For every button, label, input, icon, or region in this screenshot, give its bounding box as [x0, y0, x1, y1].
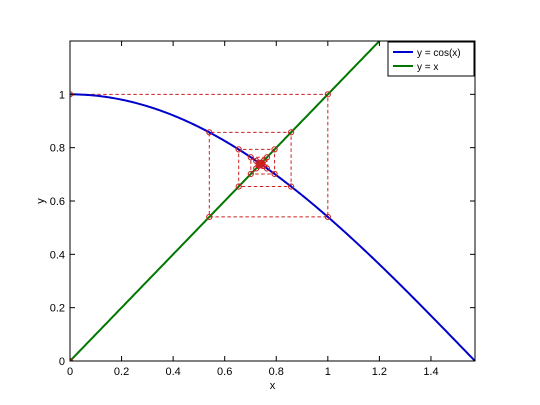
plot-clip-group: [70, 41, 475, 361]
y-tick-label: 0.4: [50, 249, 65, 261]
cobweb-point: [206, 129, 213, 136]
y-tick-label: 1: [59, 89, 65, 101]
cobweb-point: [288, 129, 295, 136]
cobweb-point: [263, 154, 271, 161]
legend: y = cos(x) y = x: [387, 41, 475, 77]
y-tick-label: 0.6: [50, 196, 65, 208]
cobweb-point: [257, 160, 264, 168]
y-tick-label: 0.2: [50, 303, 65, 315]
x-axis-label: x: [270, 380, 276, 392]
cobweb-point: [247, 154, 254, 161]
x-tick-label: 1: [325, 366, 331, 378]
cobweb-point: [288, 183, 295, 190]
cobweb-point: [271, 146, 278, 153]
x-tick-label: 0.8: [269, 366, 284, 378]
y-tick-label: 0.8: [50, 143, 65, 155]
y-tick-label: 0: [59, 356, 65, 368]
cobweb-point: [247, 170, 254, 178]
cobweb-point: [235, 146, 242, 153]
legend-entry-identity: y = x: [417, 62, 438, 73]
cobweb-point: [235, 183, 242, 190]
y-axis-label: y: [35, 198, 47, 204]
cobweb-point: [324, 91, 331, 98]
legend-box: [387, 41, 475, 77]
x-tick-label: 0.6: [217, 366, 232, 378]
cobweb-point: [324, 213, 331, 221]
axes: 0 0.2 0.4 0.6 0.8 1 1.2 1.4 0 0.2 0.4 0.6 0.8 1: [50, 40, 476, 378]
plot-area: [70, 41, 475, 361]
cobweb-point: [206, 213, 213, 221]
cobweb-point: [271, 170, 278, 178]
x-tick-label: 1.2: [372, 366, 387, 378]
legend-entry-cos: y = cos(x): [417, 48, 461, 59]
x-tick-label: 0: [67, 366, 73, 378]
x-tick-label: 0.2: [114, 366, 129, 378]
x-tick-label: 1.4: [423, 366, 438, 378]
x-tick-label: 0.4: [165, 366, 180, 378]
